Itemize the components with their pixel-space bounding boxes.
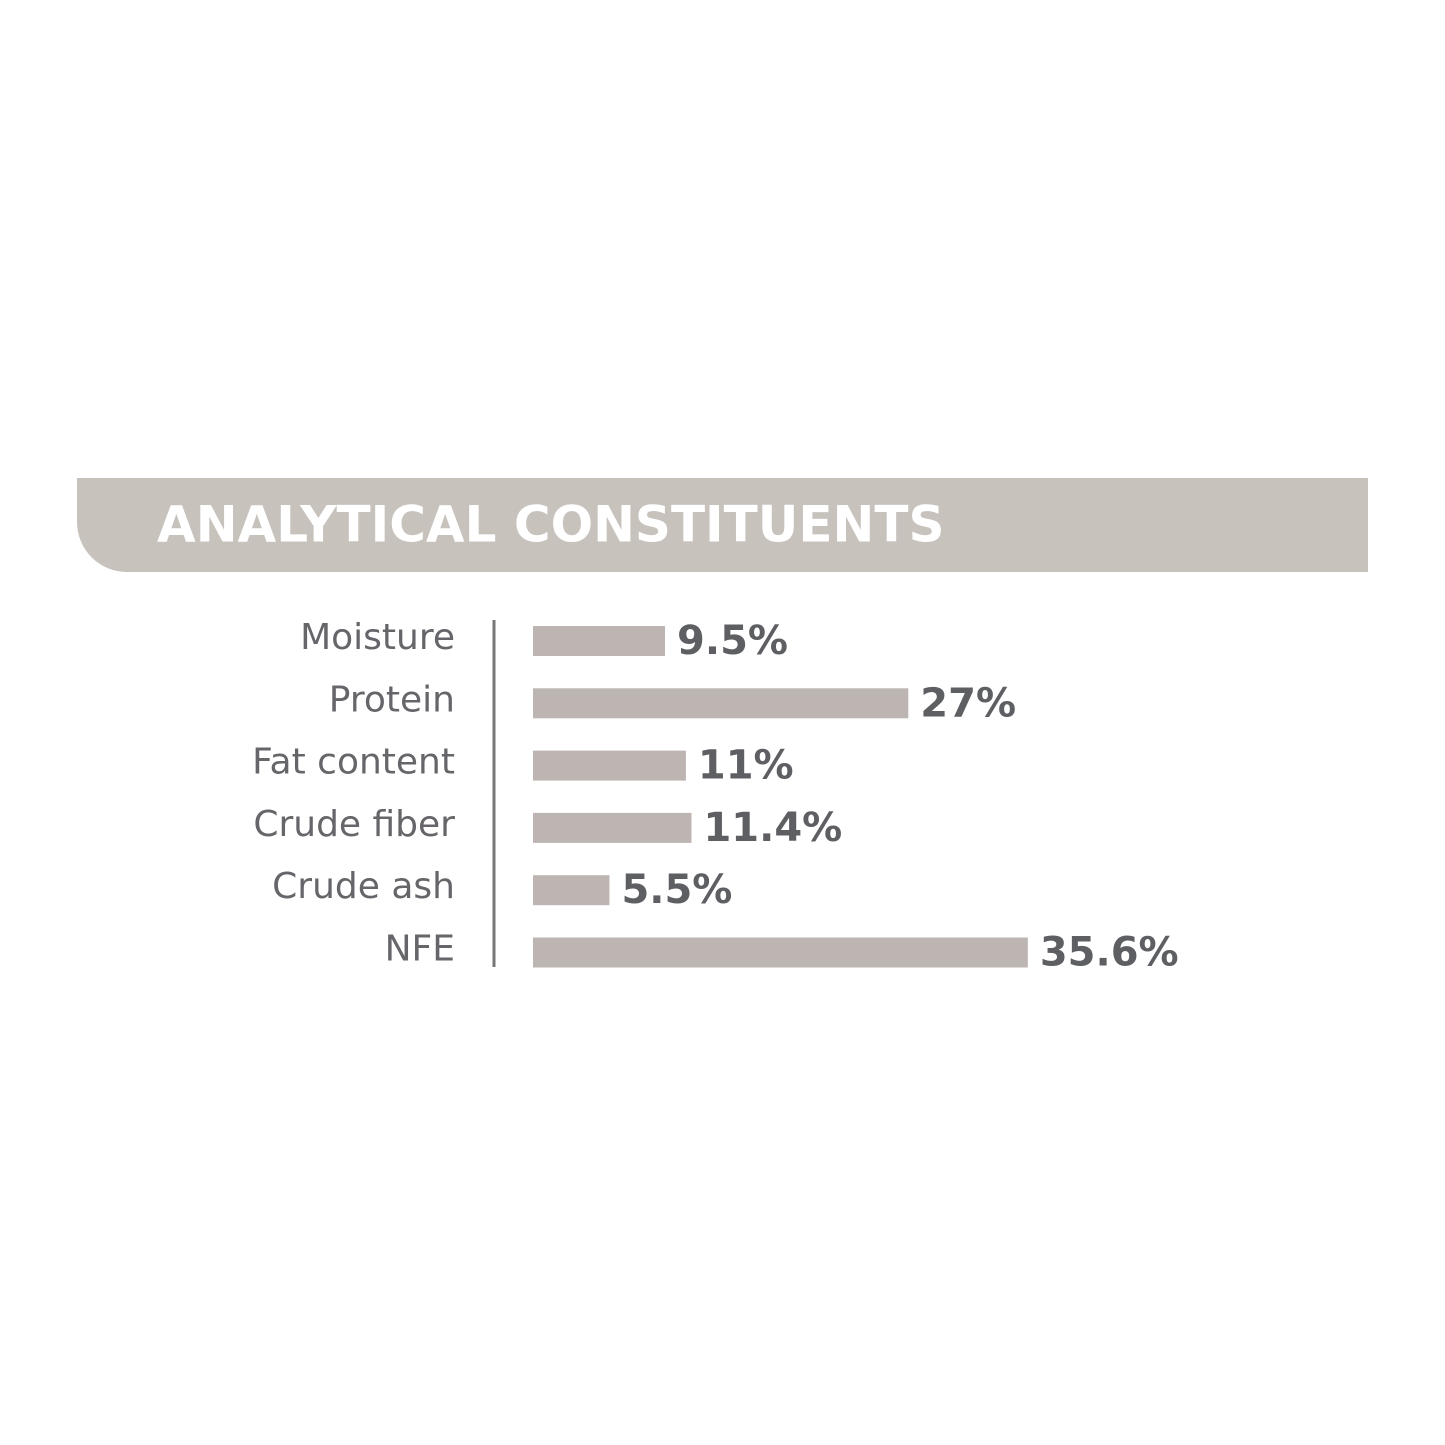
value-label: 5.5% (621, 867, 732, 913)
bar (533, 626, 666, 656)
value-label: 35.6% (1040, 930, 1179, 976)
value-label: 11% (698, 743, 794, 789)
value-label: 27% (920, 680, 1016, 726)
bar (533, 688, 909, 719)
bar (533, 875, 610, 906)
value-label: 9.5% (677, 618, 788, 664)
bar (533, 812, 692, 843)
bar (533, 750, 686, 781)
category-label: Moisture (300, 617, 455, 658)
title-band (77, 478, 1368, 572)
category-label: Crude ash (272, 866, 455, 907)
category-label: NFE (385, 929, 455, 970)
category-label: Fat content (252, 742, 455, 783)
bar (533, 937, 1028, 968)
value-label: 11.4% (703, 805, 842, 851)
category-label: Crude fiber (253, 804, 455, 845)
chart-title: ANALYTICAL CONSTITUENTS (157, 496, 944, 554)
category-label: Protein (329, 679, 455, 720)
